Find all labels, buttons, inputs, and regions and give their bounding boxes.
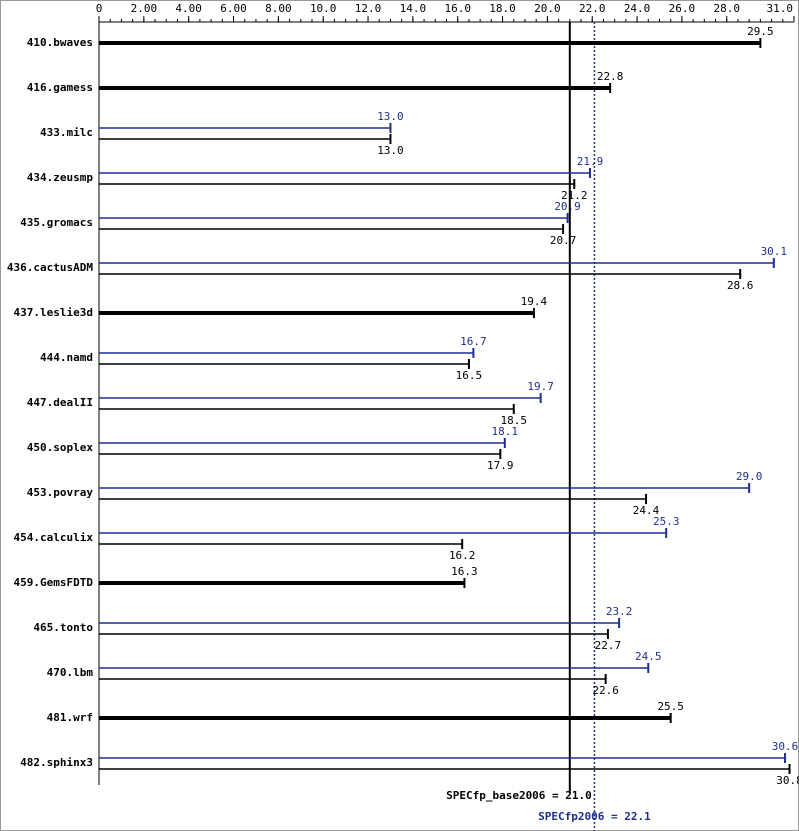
value-label: 21.2 [561,189,588,202]
value-label: 24.5 [635,650,662,663]
value-label: 28.6 [727,279,754,292]
value-label: 17.9 [487,459,514,472]
x-tick-label: 31.0 [767,2,794,15]
x-tick-label: 0 [96,2,103,15]
category-label: 435.gromacs [20,216,93,229]
value-label: 18.1 [492,425,519,438]
category-label: 437.leslie3d [14,306,93,319]
category-label: 416.gamess [27,81,93,94]
category-label: 470.lbm [47,666,94,679]
value-label: 16.5 [456,369,483,382]
value-label: 22.6 [592,684,619,697]
category-label: 444.namd [40,351,93,364]
value-label: 19.7 [527,380,554,393]
x-tick-label: 14.0 [400,2,427,15]
x-tick-label: 26.0 [669,2,696,15]
value-label: 13.0 [377,110,404,123]
x-tick-label: 24.0 [624,2,651,15]
value-label: 16.7 [460,335,487,348]
value-label: 19.4 [521,295,548,308]
value-label: 18.5 [501,414,528,427]
x-tick-label: 2.00 [131,2,158,15]
value-label: 16.2 [449,549,476,562]
x-tick-label: 20.0 [534,2,561,15]
category-label: 450.soplex [27,441,94,454]
x-tick-label: 8.00 [265,2,292,15]
value-label: 20.9 [554,200,581,213]
x-tick-label: 10.0 [310,2,337,15]
value-label: 20.7 [550,234,577,247]
value-label: 30.1 [761,245,788,258]
value-label: 30.8 [776,774,799,787]
category-label: 410.bwaves [27,36,93,49]
value-label: 23.2 [606,605,633,618]
category-label: 459.GemsFDTD [14,576,94,589]
category-label: 434.zeusmp [27,171,94,184]
category-label: 482.sphinx3 [20,756,93,769]
x-tick-label: 28.0 [713,2,740,15]
value-label: 21.9 [577,155,604,168]
value-label: 30.6 [772,740,799,753]
x-tick-label: 18.0 [489,2,516,15]
x-tick-label: 22.0 [579,2,606,15]
category-label: 481.wrf [47,711,93,724]
value-label: 13.0 [377,144,404,157]
value-label: 29.5 [747,25,774,38]
value-label: 22.7 [595,639,622,652]
reference-label: SPECfp_base2006 = 21.0 [446,789,592,802]
category-label: 454.calculix [14,531,94,544]
category-label: 453.povray [27,486,94,499]
value-label: 29.0 [736,470,763,483]
category-label: 433.milc [40,126,93,139]
value-label: 24.4 [633,504,660,517]
x-tick-label: 6.00 [220,2,247,15]
value-label: 22.8 [597,70,624,83]
category-label: 465.tonto [33,621,93,634]
x-tick-label: 4.00 [175,2,202,15]
category-label: 447.dealII [27,396,93,409]
x-tick-label: 16.0 [444,2,471,15]
value-label: 16.3 [451,565,478,578]
value-label: 25.3 [653,515,680,528]
category-label: 436.cactusADM [7,261,93,274]
reference-label: SPECfp2006 = 22.1 [538,810,651,823]
x-tick-label: 12.0 [355,2,382,15]
value-label: 25.5 [657,700,684,713]
